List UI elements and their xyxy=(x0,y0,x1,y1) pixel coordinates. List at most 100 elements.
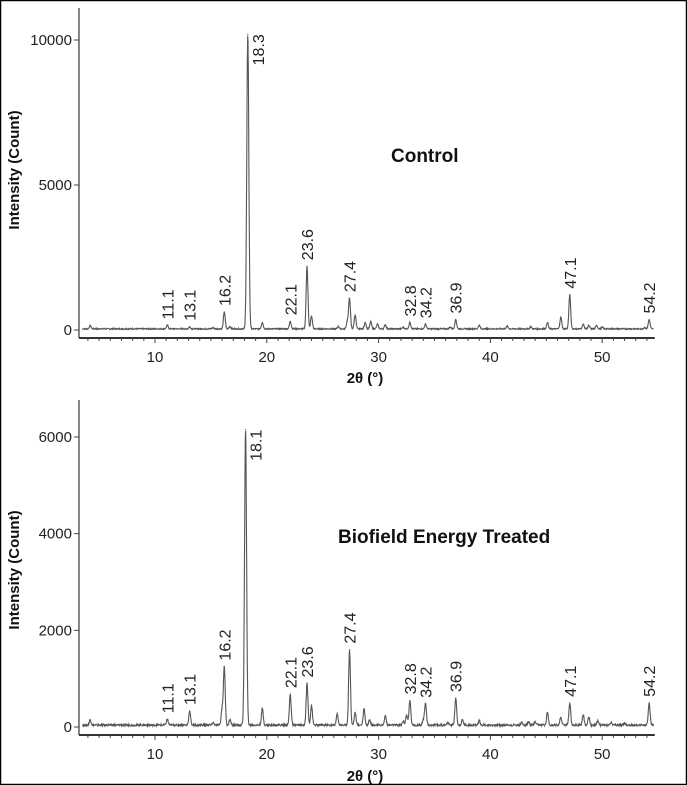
x-tick-label: 50 xyxy=(594,349,611,366)
peak-point xyxy=(455,318,457,321)
peak-point xyxy=(527,721,530,723)
x-tick-label: 40 xyxy=(482,349,499,366)
peak-point xyxy=(521,722,523,724)
peak-point xyxy=(601,326,603,328)
peak-point xyxy=(229,719,231,721)
diffraction-pattern-line xyxy=(82,35,654,332)
peak-point xyxy=(384,324,386,326)
peak-point xyxy=(369,719,371,721)
peak-point xyxy=(244,429,247,431)
peak-point xyxy=(588,716,590,718)
peak-label: 54.2 xyxy=(642,666,659,697)
peak-point xyxy=(402,326,404,328)
peak-point xyxy=(370,321,372,323)
peak-point xyxy=(166,718,168,720)
peak-point xyxy=(424,703,427,705)
panel-treated: Biofield Energy Treated 2θ (°) Intensity… xyxy=(6,400,659,785)
peak-point xyxy=(534,721,536,723)
peak-label: 23.6 xyxy=(300,229,317,260)
peak-point xyxy=(588,325,590,327)
peak-point xyxy=(229,325,231,328)
y-tick-label: 0 xyxy=(64,322,72,339)
x-tick-label: 20 xyxy=(258,349,275,366)
peak-point xyxy=(310,315,313,317)
y-tick-label: 10000 xyxy=(30,32,72,49)
peak-point xyxy=(402,720,404,722)
peak-point xyxy=(623,722,626,724)
peak-point xyxy=(189,710,191,712)
peak-point xyxy=(644,327,646,329)
peak-label: 18.3 xyxy=(251,34,268,65)
peak-point xyxy=(569,702,571,704)
peak-point xyxy=(546,322,549,324)
y-tick-label: 0 xyxy=(64,719,72,736)
x-tick-label: 30 xyxy=(370,746,387,763)
peak-point xyxy=(348,297,351,299)
peak-point xyxy=(289,693,291,695)
x-tick-label: 20 xyxy=(258,746,275,763)
x-axis-label: 2θ (°) xyxy=(347,768,384,785)
peak-point xyxy=(212,327,214,329)
peak-label: 36.9 xyxy=(449,661,466,692)
peak-label: 32.8 xyxy=(403,663,420,694)
peak-point xyxy=(89,325,91,327)
peak-label: 34.2 xyxy=(419,667,436,698)
peak-point xyxy=(610,722,612,724)
peak-point xyxy=(648,318,650,321)
peak-label: 11.1 xyxy=(160,683,177,713)
peak-label: 47.1 xyxy=(563,257,580,288)
peak-point xyxy=(346,320,348,322)
peak-point xyxy=(289,320,291,322)
peak-point xyxy=(409,321,411,324)
peak-label: 47.1 xyxy=(563,666,580,697)
peak-label: 27.4 xyxy=(343,261,360,292)
peak-point xyxy=(560,716,562,718)
peak-point xyxy=(306,682,308,685)
y-axis-label: Intensity (Count) xyxy=(6,110,23,229)
peak-point xyxy=(310,704,313,706)
peak-point xyxy=(354,314,356,316)
peak-point xyxy=(405,714,408,716)
peak-point xyxy=(261,708,263,710)
peak-point xyxy=(223,665,225,668)
peak-point xyxy=(212,722,214,724)
peak-label: 54.2 xyxy=(642,282,659,313)
y-tick-label: 2000 xyxy=(39,622,72,639)
peak-label: 13.1 xyxy=(183,290,200,321)
peak-point xyxy=(478,324,480,326)
peak-point xyxy=(455,697,457,699)
peak-point xyxy=(597,720,599,722)
peak-point xyxy=(306,265,308,267)
peak-point xyxy=(336,713,338,715)
x-tick-label: 10 xyxy=(147,746,164,763)
x-tick-label: 10 xyxy=(147,349,164,366)
annotation-treated: Biofield Energy Treated xyxy=(338,527,550,548)
y-tick-label: 5000 xyxy=(39,177,72,194)
y-axis-label: Intensity (Count) xyxy=(6,510,23,629)
peak-point xyxy=(348,649,351,651)
annotation-control: Control xyxy=(391,146,459,167)
peak-label: 13.1 xyxy=(183,674,200,705)
peak-label: 34.2 xyxy=(419,287,436,318)
peak-label: 32.8 xyxy=(403,285,420,316)
peak-label: 22.1 xyxy=(283,657,300,688)
x-tick-label: 50 xyxy=(594,746,611,763)
peak-point xyxy=(560,316,562,318)
peak-label: 22.1 xyxy=(283,284,300,315)
peak-point xyxy=(221,708,223,710)
peak-label: 27.4 xyxy=(343,612,360,643)
x-tick-label: 30 xyxy=(370,349,387,366)
peak-label: 36.9 xyxy=(449,282,466,313)
peak-point xyxy=(447,722,449,724)
peak-point xyxy=(409,699,411,702)
peak-point xyxy=(261,321,263,324)
peak-point xyxy=(582,323,584,325)
peak-point xyxy=(166,324,168,326)
peak-point xyxy=(354,711,356,714)
peak-label: 18.1 xyxy=(249,430,266,461)
peak-point xyxy=(384,715,386,717)
peak-point xyxy=(546,711,549,714)
peak-point xyxy=(89,719,91,721)
x-axis-label: 2θ (°) xyxy=(347,370,384,387)
peak-point xyxy=(223,311,225,313)
